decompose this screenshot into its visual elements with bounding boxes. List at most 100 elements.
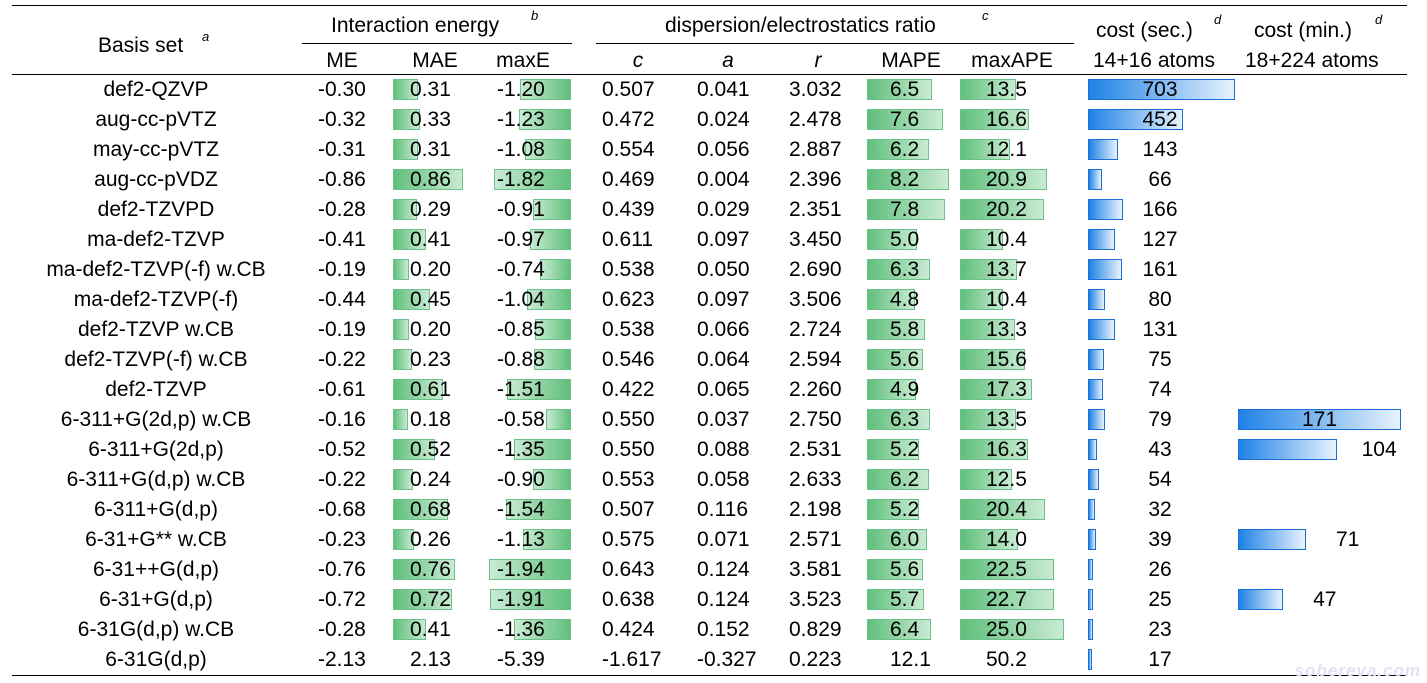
maxe-bar [490,589,571,610]
maxe-bar [527,289,571,310]
cost-sec-value: 23 [1148,618,1172,641]
maxape-bar [960,619,1064,640]
maxape-bar [960,499,1045,520]
cost-sec-value: 54 [1148,468,1172,491]
col-header-mae: MAE [412,49,458,72]
me-value: -2.13 [318,648,366,671]
maxape-bar [960,559,1054,580]
mape-value: 5.6 [890,348,920,371]
me-value: -0.76 [318,558,366,581]
mape-bar [867,499,919,520]
a-value: 0.024 [697,108,750,131]
mae-value: 0.31 [410,78,451,101]
basis-set-name: 6-311+G(d,p) w.CB [66,468,246,491]
mape-bar [867,619,931,640]
a-value: 0.064 [697,348,750,371]
me-value: -0.44 [318,288,366,311]
cost-sec-value: 79 [1148,408,1172,431]
maxape-value: 20.4 [986,498,1027,521]
maxe-bar [507,379,571,400]
c-value: 0.643 [602,558,655,581]
cost-sec-value: 452 [1142,108,1178,131]
cost-sec-bar [1088,439,1097,460]
maxe-value: -0.85 [497,318,545,341]
cost-min-bar [1238,439,1338,460]
header-cost-sec-sup: d [1214,12,1222,27]
mape-bar [867,199,945,220]
col-header-c: c [632,49,644,72]
maxe-bar [532,199,571,220]
maxape-bar [960,319,1016,340]
basis-set-name: 6-311+G(d,p) [94,498,218,521]
mape-value: 4.9 [890,378,920,401]
mae-value: 0.31 [410,138,451,161]
r-value: 2.478 [789,108,842,131]
mae-value: 0.52 [410,438,451,461]
c-value: 0.472 [602,108,655,131]
mape-bar [867,259,930,280]
c-value: 0.424 [602,618,655,641]
cost-sec-bar [1088,229,1115,250]
r-value: 3.523 [789,588,842,611]
col-header-me: ME [326,49,358,72]
a-value: 0.097 [697,288,750,311]
basis-set-name: 6-31++G(d,p) [92,558,220,581]
col-header-maxape: maxAPE [971,49,1053,72]
basis-set-name: aug-cc-pVTZ [95,108,217,131]
me-value: -0.28 [318,618,366,641]
maxape-value: 25.0 [986,618,1027,641]
mae-bar [393,589,452,610]
r-value: 3.450 [789,228,842,251]
mae-bar [393,529,415,550]
me-value: -0.32 [318,108,366,131]
maxe-value: -1.13 [497,528,545,551]
header-cost-sec-sub: 14+16 atoms [1093,49,1216,72]
basis-set-name: 6-311+G(2d,p) [88,438,224,461]
maxe-bar [533,349,571,370]
mae-bar [393,559,455,580]
c-value: 0.422 [602,378,655,401]
cost-sec-value: 43 [1148,438,1172,461]
rule-top [12,5,1407,6]
me-value: -0.16 [318,408,366,431]
a-value: 0.065 [697,378,750,401]
maxe-bar [525,139,571,160]
c-value: 0.507 [602,78,655,101]
a-value: 0.041 [697,78,750,101]
mae-bar [393,79,419,100]
mape-value: 5.6 [890,558,920,581]
a-value: 0.037 [697,408,750,431]
header-cost-min-sub: 18+224 atoms [1245,49,1379,72]
header-disp-ratio: dispersion/electrostatics ratio [665,14,936,37]
maxe-value: -1.94 [497,558,545,581]
me-value: -0.19 [318,318,366,341]
header-interaction-energy-sup: b [531,8,539,23]
mae-value: 0.20 [410,318,451,341]
cost-sec-bar [1088,349,1104,370]
mae-value: 0.24 [410,468,451,491]
mape-value: 5.8 [890,318,920,341]
c-value: 0.538 [602,258,655,281]
mape-value: 5.7 [890,588,920,611]
watermark: sobereva.com [1294,661,1421,680]
basis-set-name: def2-TZVP [105,378,207,401]
cost-sec-bar [1088,289,1105,310]
cost-min-bar [1238,409,1401,430]
maxe-value: -1.91 [497,588,545,611]
maxape-value: 20.2 [986,198,1027,221]
r-value: 2.351 [789,198,842,221]
mape-value: 6.0 [890,528,920,551]
mae-value: 0.18 [410,408,451,431]
cost-sec-value: 161 [1142,258,1178,281]
header-cost-sec: cost (sec.) [1096,19,1193,42]
mape-bar [867,229,917,250]
maxe-bar [532,469,571,490]
maxe-value: -1.20 [497,78,545,101]
maxape-value: 12.5 [986,468,1027,491]
maxe-value: -0.91 [497,198,545,221]
mae-value: 0.26 [410,528,451,551]
cost-sec-value: 17 [1148,648,1172,671]
cost-sec-value: 80 [1148,288,1172,311]
mae-value: 0.76 [410,558,451,581]
c-value: 0.507 [602,498,655,521]
